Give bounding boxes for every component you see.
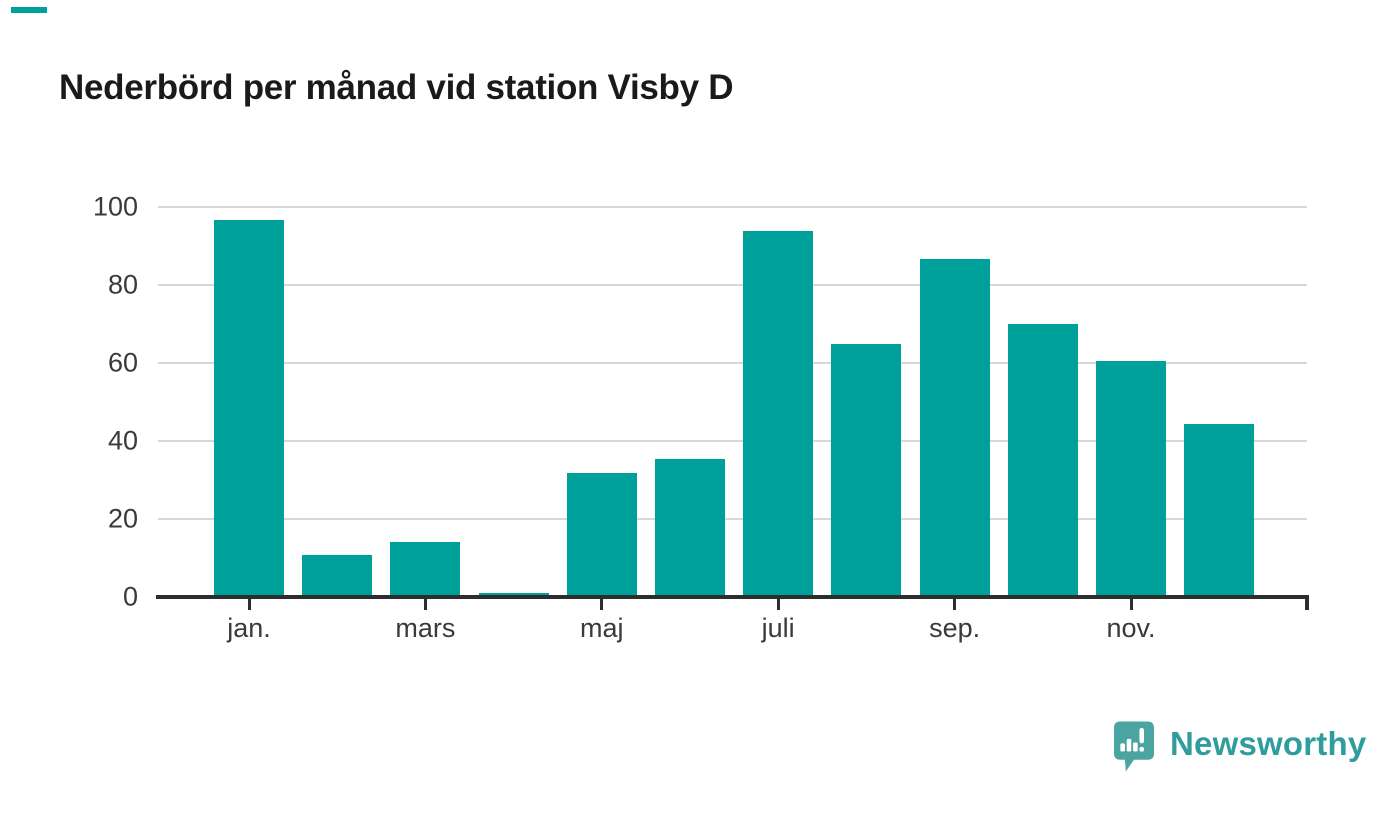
gridline-y-20 bbox=[158, 518, 1307, 520]
x-tick-label-nov.: nov. bbox=[1106, 613, 1156, 643]
y-tick-label-0: 0 bbox=[122, 581, 138, 612]
x-axis-tick-juli bbox=[776, 599, 780, 610]
plot-area: 0 20 40 60 80 100 jan. mars maj juli sep. nov. bbox=[93, 193, 1309, 643]
bar-nov. bbox=[1096, 361, 1166, 597]
x-axis-tick-nov. bbox=[1129, 599, 1133, 610]
x-axis-tick-mars bbox=[423, 599, 427, 610]
y-tick-label-100: 100 bbox=[92, 191, 138, 222]
y-tick-label-20: 20 bbox=[107, 503, 138, 534]
bar-sep. bbox=[919, 259, 990, 597]
newsworthy-logo-icon bbox=[1114, 721, 1154, 773]
bar-okt. bbox=[1007, 324, 1078, 597]
x-tick-label-juli: juli bbox=[761, 613, 795, 643]
newsworthy-logo-text: Newsworthy bbox=[1170, 725, 1367, 762]
bar-aug. bbox=[831, 343, 902, 597]
gridline-y-80 bbox=[158, 284, 1307, 286]
x-axis-tick-sep. bbox=[953, 599, 957, 610]
bar-dec. bbox=[1184, 424, 1255, 597]
y-tick-label-60: 60 bbox=[107, 347, 138, 378]
x-tick-label-jan.: jan. bbox=[227, 613, 271, 643]
y-tick-label-40: 40 bbox=[107, 425, 138, 456]
bar-juli bbox=[743, 231, 814, 597]
bar-feb. bbox=[302, 555, 373, 597]
gridline-y-40 bbox=[158, 440, 1307, 442]
accent-mark bbox=[11, 7, 47, 13]
gridline-y-60 bbox=[158, 362, 1307, 364]
x-axis-tick-jan. bbox=[247, 599, 251, 610]
x-axis-tick-maj bbox=[600, 599, 604, 610]
x-tick-label-mars: mars bbox=[395, 613, 456, 643]
x-tick-label-maj: maj bbox=[580, 613, 624, 643]
bar-mars bbox=[390, 542, 461, 597]
page-title: Nederbörd per månad vid station Visby D bbox=[59, 68, 734, 107]
newsworthy-logo: Newsworthy bbox=[1114, 721, 1366, 773]
x-axis-line bbox=[156, 595, 1309, 599]
x-axis-end-cap bbox=[1305, 595, 1309, 610]
bar-maj bbox=[566, 472, 637, 597]
bar-april bbox=[478, 592, 549, 597]
gridline-y-100 bbox=[158, 206, 1307, 208]
x-tick-label-sep.: sep. bbox=[929, 613, 981, 643]
bar-juni bbox=[655, 458, 725, 597]
y-tick-label-80: 80 bbox=[107, 269, 138, 300]
bar-jan. bbox=[214, 220, 284, 597]
